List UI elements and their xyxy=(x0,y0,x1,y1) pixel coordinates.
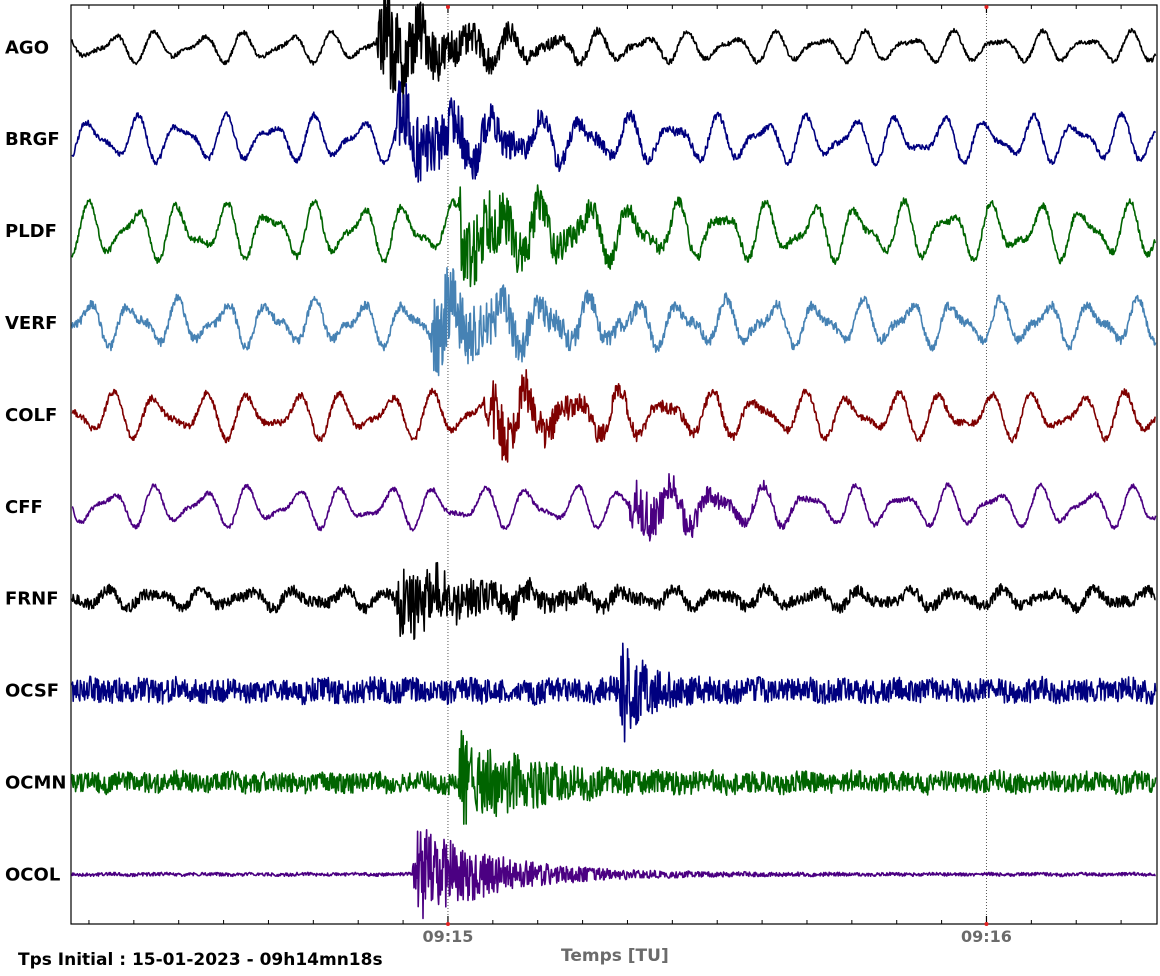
tick-marker xyxy=(984,5,989,9)
x-tick-label: 09:15 xyxy=(422,927,473,946)
trace-ago xyxy=(71,0,1157,105)
trace-ocmn xyxy=(71,729,1157,825)
station-label-verf: VERF xyxy=(5,313,57,334)
initial-time-label: Tps Initial : 15-01-2023 - 09h14mn18s xyxy=(18,950,383,970)
x-tick-label: 09:16 xyxy=(961,927,1012,946)
trace-ocol xyxy=(71,828,1156,920)
x-axis-label: Temps [TU] xyxy=(561,946,669,966)
station-label-ocmn: OCMN xyxy=(5,772,67,793)
trace-cff xyxy=(71,472,1157,542)
tick-marker xyxy=(984,922,989,926)
trace-frnf xyxy=(71,561,1156,641)
station-label-colf: COLF xyxy=(5,405,57,426)
station-label-pldf: PLDF xyxy=(5,221,57,242)
trace-pldf xyxy=(71,184,1157,288)
station-label-ago: AGO xyxy=(5,37,49,58)
station-label-brgf: BRGF xyxy=(5,129,60,150)
tick-marker xyxy=(445,5,450,9)
tick-marker xyxy=(445,922,450,926)
trace-brgf xyxy=(71,80,1157,183)
trace-verf xyxy=(71,266,1157,377)
station-label-frnf: FRNF xyxy=(5,589,59,610)
trace-ocsf xyxy=(71,642,1157,743)
station-label-cff: CFF xyxy=(5,497,43,518)
trace-colf xyxy=(71,368,1157,463)
station-label-ocsf: OCSF xyxy=(5,681,59,702)
station-label-ocol: OCOL xyxy=(5,864,60,885)
